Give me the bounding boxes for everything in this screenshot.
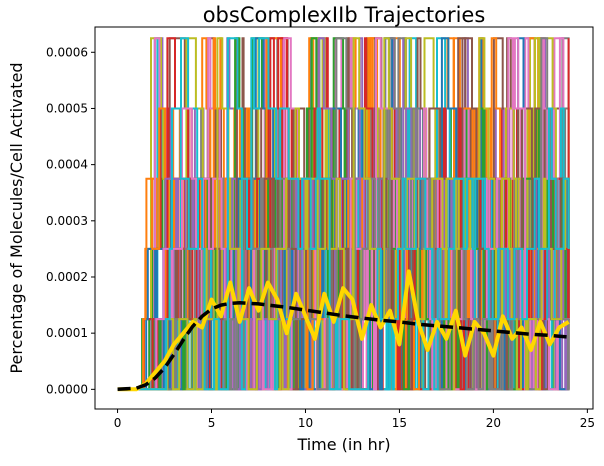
mean-line: [117, 301, 569, 392]
chart-title: obsComplexIIb Trajectories: [203, 3, 486, 27]
x-tick-label: 25: [580, 416, 595, 430]
x-tick-label: 5: [208, 416, 216, 430]
y-tick-label: 0.0005: [46, 101, 88, 115]
x-tick-label: 20: [486, 416, 501, 430]
plot-frame: [94, 26, 594, 410]
summary-lines: [117, 269, 570, 392]
y-tick-label: 0.0001: [46, 326, 88, 340]
x-tick-label: 15: [392, 416, 407, 430]
y-tick-label: 0.0004: [46, 158, 88, 172]
y-axis: 0.0000 0.0001 0.0002 0.0003 0.0004 0.0005 0.00…: [46, 45, 95, 396]
x-tick-label: 0: [114, 416, 122, 430]
average-trajectory-line: [117, 269, 570, 392]
y-tick-label: 0.0006: [46, 45, 88, 59]
x-axis-label: Time (in hr): [296, 435, 390, 454]
y-tick-label: 0.0002: [46, 270, 88, 284]
trajectory-line: [117, 37, 570, 391]
y-tick-label: 0.0000: [46, 382, 88, 396]
y-axis-label: Percentage of Molecules/Cell Activated: [7, 62, 26, 373]
x-tick-label: 10: [298, 416, 313, 430]
y-tick-label: 0.0003: [46, 214, 88, 228]
x-axis: 0 5 10 15 20 25: [114, 409, 595, 430]
trajectory-line: [117, 37, 570, 391]
